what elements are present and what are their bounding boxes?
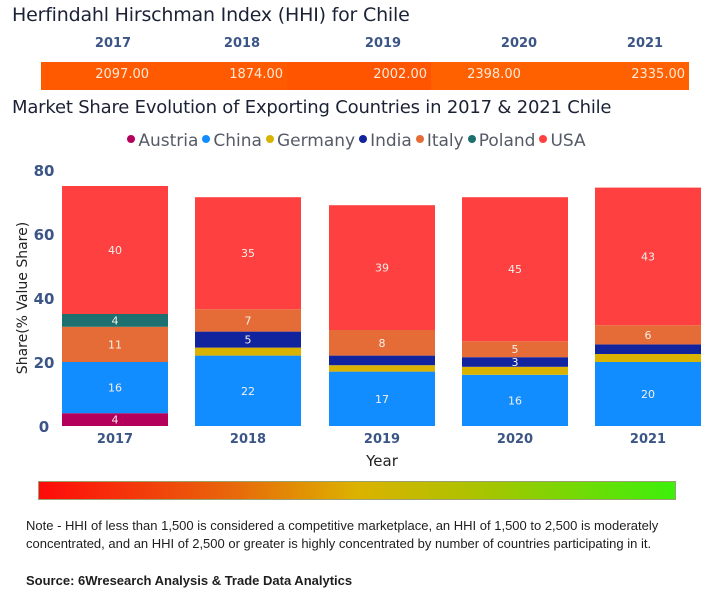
bar-segment-china-2019 bbox=[329, 371, 435, 426]
chart-title: Market Share Evolution of Exporting Coun… bbox=[12, 97, 612, 118]
note-text: Note - HHI of less than 1,500 is conside… bbox=[26, 518, 659, 551]
bar-segment-china-2018 bbox=[195, 355, 301, 426]
legend-marker-icon bbox=[265, 135, 274, 143]
bar-segment-germany-2021 bbox=[595, 354, 701, 362]
legend-item-usa[interactable]: USA bbox=[539, 131, 586, 151]
bar-segment-germany-2020 bbox=[462, 366, 568, 375]
bar-segment-italy-2017 bbox=[62, 326, 168, 362]
data-label: 4 bbox=[112, 314, 119, 327]
hhi-year-label: 2019 bbox=[364, 36, 402, 51]
hhi-year-header: 2017 2018 2019 2020 2021 bbox=[40, 36, 688, 54]
hhi-value: 2335.00 bbox=[561, 62, 689, 90]
bar-segment-germany-2018 bbox=[195, 347, 301, 356]
bar-segment-usa-2017 bbox=[62, 186, 168, 314]
bar-segment-china-2020 bbox=[462, 374, 568, 426]
data-label: 45 bbox=[508, 263, 522, 276]
x-tick-label: 2018 bbox=[230, 432, 266, 447]
hhi-value: 2398.00 bbox=[431, 62, 561, 90]
hhi-year-label: 2018 bbox=[223, 36, 261, 51]
legend-item-poland[interactable]: Poland bbox=[467, 131, 536, 151]
data-label: 7 bbox=[245, 314, 252, 327]
chart-legend: Austria China Germany India Italy Poland USA bbox=[0, 131, 713, 153]
data-label: 5 bbox=[245, 334, 252, 347]
bar-segment-italy-2019 bbox=[329, 330, 435, 356]
data-label: 40 bbox=[108, 244, 122, 257]
hhi-year-label: 2017 bbox=[94, 36, 132, 51]
legend-marker-icon bbox=[359, 135, 368, 143]
data-label: 16 bbox=[108, 382, 122, 395]
bar-segment-usa-2021 bbox=[595, 187, 701, 326]
x-tick-label: 2019 bbox=[364, 432, 400, 447]
data-label: 6 bbox=[645, 329, 652, 342]
x-tick-label: 2021 bbox=[630, 432, 666, 447]
data-label: 22 bbox=[241, 385, 255, 398]
legend-marker-icon bbox=[415, 135, 424, 143]
data-label: 3 bbox=[512, 356, 519, 369]
y-tick-label: 40 bbox=[34, 290, 55, 308]
data-label: 16 bbox=[508, 394, 522, 407]
bar-segment-italy-2018 bbox=[195, 309, 301, 332]
bar-segment-usa-2019 bbox=[329, 205, 435, 330]
y-tick-label: 0 bbox=[39, 418, 49, 436]
legend-label: Germany bbox=[276, 131, 356, 151]
legend-label: Austria bbox=[138, 131, 199, 151]
legend-item-china[interactable]: China bbox=[202, 131, 262, 151]
bar-segment-germany-2019 bbox=[329, 365, 435, 372]
legend-marker-icon bbox=[539, 135, 548, 143]
x-axis-title: Year bbox=[365, 452, 399, 470]
legend-marker-icon bbox=[202, 135, 211, 143]
data-label: 8 bbox=[379, 337, 386, 350]
bar-segment-austria-2017 bbox=[62, 413, 168, 426]
hhi-year-label: 2020 bbox=[500, 36, 538, 51]
legend-item-austria[interactable]: Austria bbox=[127, 131, 198, 151]
y-axis-title: Share(% Value Share) bbox=[15, 222, 31, 374]
bar-segment-italy-2020 bbox=[462, 341, 568, 358]
legend-item-germany[interactable]: Germany bbox=[265, 131, 356, 151]
legend-marker-icon bbox=[467, 135, 476, 143]
hhi-title: Herfindahl Hirschman Index (HHI) for Chi… bbox=[12, 4, 410, 26]
bar-segment-china-2021 bbox=[595, 362, 701, 426]
legend-marker-icon bbox=[127, 135, 136, 143]
data-label: 17 bbox=[375, 393, 389, 406]
source-text: Source: 6Wresearch Analysis & Trade Data… bbox=[26, 573, 353, 588]
legend-item-india[interactable]: India bbox=[359, 131, 412, 151]
bar-segment-usa-2018 bbox=[195, 197, 301, 310]
data-label: 43 bbox=[641, 250, 655, 263]
hhi-color-scale-bar bbox=[38, 481, 676, 500]
bar-segment-italy-2021 bbox=[595, 325, 701, 345]
x-tick-label: 2017 bbox=[97, 432, 133, 447]
data-label: 5 bbox=[512, 343, 519, 356]
data-label: 39 bbox=[375, 262, 389, 275]
hhi-value: 2002.00 bbox=[287, 62, 431, 90]
bar-segment-usa-2020 bbox=[462, 197, 568, 342]
hhi-year-label: 2021 bbox=[626, 36, 664, 51]
hhi-value-bar: 2097.00 1874.00 2002.00 2398.00 2335.00 bbox=[41, 62, 689, 90]
y-tick-label: 60 bbox=[34, 226, 55, 244]
x-tick-label: 2020 bbox=[497, 432, 533, 447]
legend-label: USA bbox=[550, 131, 586, 151]
hhi-value: 1874.00 bbox=[229, 67, 283, 82]
legend-label: Italy bbox=[426, 131, 464, 151]
data-label: 4 bbox=[112, 414, 119, 427]
legend-item-italy[interactable]: Italy bbox=[415, 131, 464, 151]
bar-segment-india-2020 bbox=[462, 357, 568, 367]
bar-segment-china-2017 bbox=[62, 362, 168, 414]
bar-segment-india-2019 bbox=[329, 355, 435, 366]
data-label: 35 bbox=[241, 247, 255, 260]
data-label: 20 bbox=[641, 388, 655, 401]
hhi-value: 2097.00 bbox=[95, 67, 149, 82]
bar-segment-india-2018 bbox=[195, 331, 301, 348]
legend-label: India bbox=[370, 131, 412, 151]
legend-label: Poland bbox=[478, 131, 536, 151]
bar-segment-poland-2017 bbox=[62, 314, 168, 327]
legend-label: China bbox=[213, 131, 262, 151]
data-label: 11 bbox=[108, 338, 122, 351]
y-tick-label: 80 bbox=[34, 162, 55, 180]
bar-segment-india-2021 bbox=[595, 344, 701, 354]
y-tick-label: 20 bbox=[34, 354, 55, 372]
